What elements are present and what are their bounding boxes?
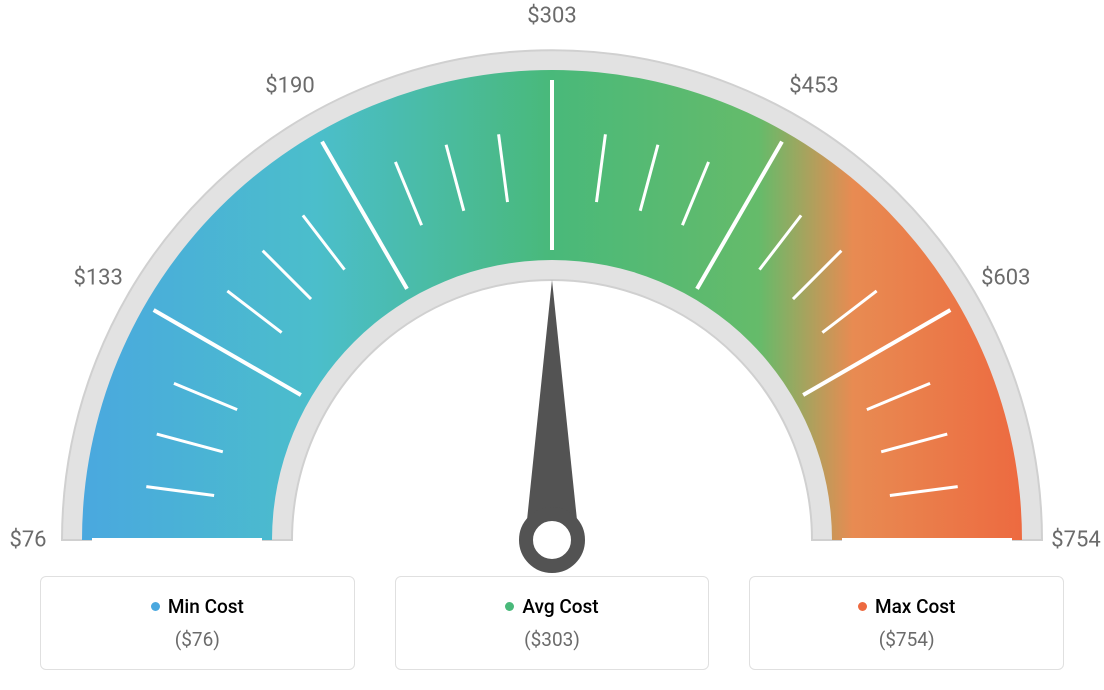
dot-icon	[858, 602, 867, 611]
gauge-tick-label: $303	[527, 4, 576, 29]
dot-icon	[505, 602, 514, 611]
gauge-tick-label: $453	[789, 74, 838, 99]
legend-card-min: Min Cost ($76)	[40, 576, 355, 670]
legend-card-avg: Avg Cost ($303)	[395, 576, 710, 670]
legend-value: ($303)	[406, 628, 699, 651]
dot-icon	[151, 602, 160, 611]
gauge-svg	[0, 0, 1104, 580]
gauge-tick-label: $603	[981, 266, 1030, 291]
gauge-tick-label: $76	[9, 528, 46, 553]
legend-label: Min Cost	[168, 595, 244, 618]
gauge-tick-label: $133	[73, 266, 122, 291]
legend-title-avg: Avg Cost	[505, 595, 598, 618]
gauge-chart: $76 $133 $190 $303 $453 $603 $754	[0, 0, 1104, 560]
legend-row: Min Cost ($76) Avg Cost ($303) Max Cost …	[0, 576, 1104, 670]
legend-label: Avg Cost	[522, 595, 598, 618]
legend-value: ($76)	[51, 628, 344, 651]
gauge-tick-label: $190	[265, 74, 314, 99]
legend-card-max: Max Cost ($754)	[749, 576, 1064, 670]
legend-label: Max Cost	[875, 595, 955, 618]
legend-title-min: Min Cost	[151, 595, 244, 618]
legend-title-max: Max Cost	[858, 595, 955, 618]
legend-value: ($754)	[760, 628, 1053, 651]
gauge-tick-label: $754	[1051, 528, 1100, 553]
